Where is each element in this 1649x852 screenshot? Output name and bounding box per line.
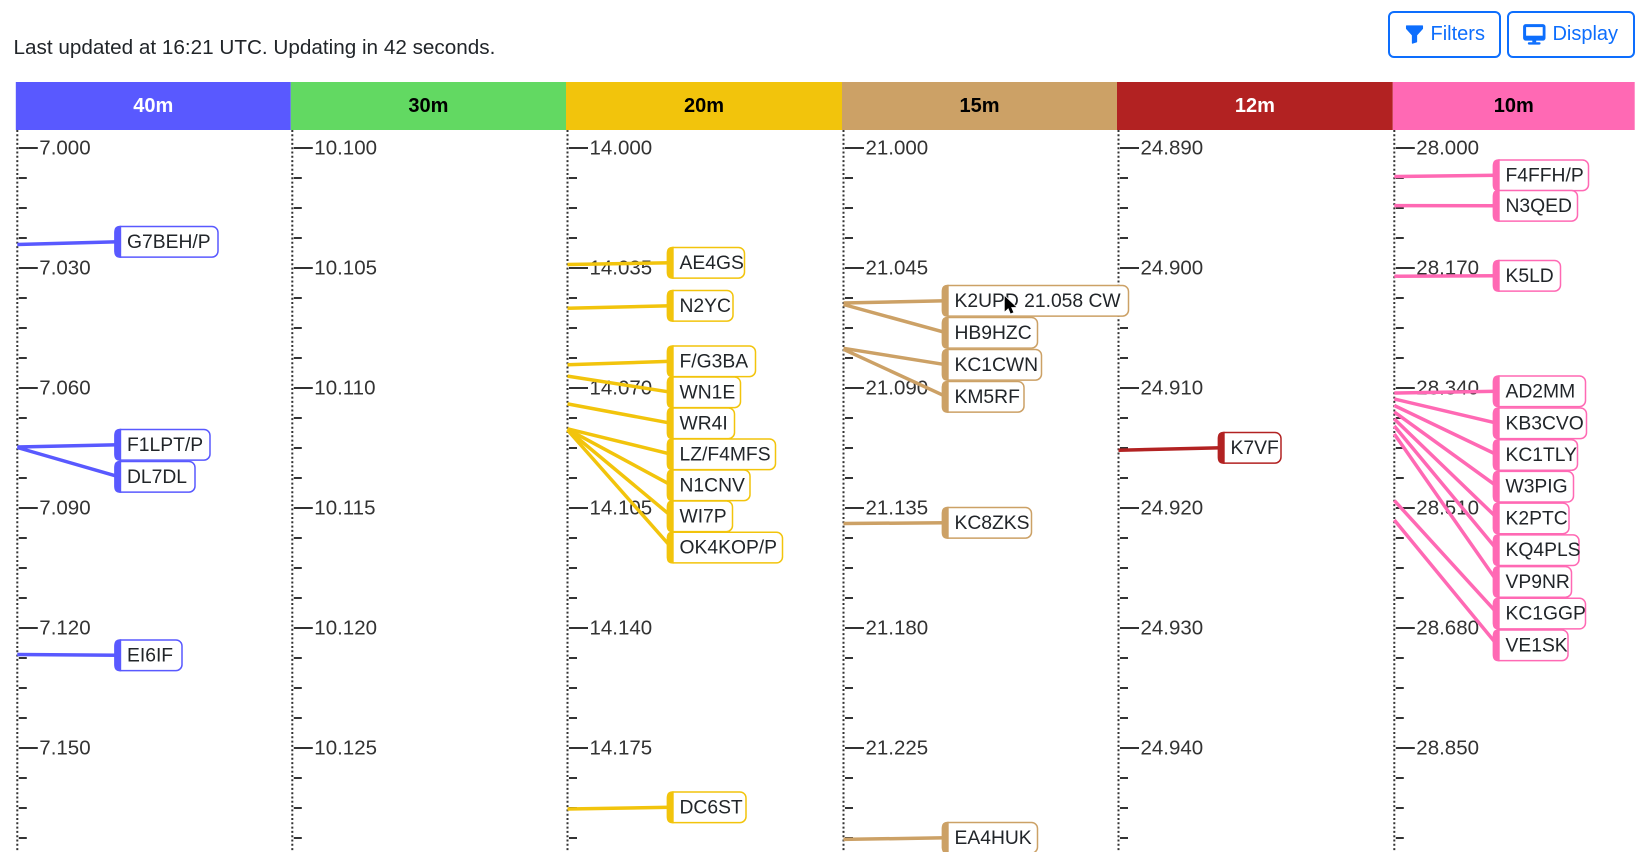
svg-text:7.030: 7.030: [39, 257, 90, 280]
svg-text:28.340: 28.340: [1416, 377, 1479, 400]
svg-text:G7BEH/P: G7BEH/P: [127, 232, 211, 253]
svg-text:10.120: 10.120: [314, 617, 377, 640]
svg-text:24.890: 24.890: [1141, 137, 1204, 160]
svg-text:F4FFH/P: F4FFH/P: [1506, 165, 1584, 186]
svg-text:7.000: 7.000: [39, 137, 90, 160]
svg-text:10m: 10m: [1494, 95, 1534, 117]
svg-text:12m: 12m: [1235, 95, 1275, 117]
svg-text:HB9HZC: HB9HZC: [955, 323, 1032, 344]
svg-text:F1LPT/P: F1LPT/P: [127, 435, 203, 456]
svg-text:21.000: 21.000: [866, 137, 929, 160]
svg-text:KC1TLY: KC1TLY: [1506, 445, 1578, 466]
svg-text:14.035: 14.035: [590, 257, 653, 280]
svg-text:21.045: 21.045: [866, 257, 929, 280]
svg-text:10.125: 10.125: [314, 737, 377, 760]
svg-text:KB3CVO: KB3CVO: [1506, 413, 1584, 434]
svg-text:21.090: 21.090: [866, 377, 929, 400]
svg-text:7.090: 7.090: [39, 497, 90, 520]
svg-text:10.100: 10.100: [314, 137, 377, 160]
svg-text:24.910: 24.910: [1141, 377, 1204, 400]
svg-text:7.060: 7.060: [39, 377, 90, 400]
svg-text:K7VF: K7VF: [1231, 438, 1279, 459]
svg-text:AE4GS: AE4GS: [680, 253, 744, 274]
svg-text:21.135: 21.135: [866, 497, 929, 520]
svg-text:40m: 40m: [133, 95, 173, 117]
svg-text:30m: 30m: [408, 95, 448, 117]
svg-text:DC6ST: DC6ST: [680, 797, 743, 818]
svg-text:N1CNV: N1CNV: [680, 475, 745, 496]
svg-text:KQ4PLS: KQ4PLS: [1506, 540, 1581, 561]
svg-text:14.175: 14.175: [590, 737, 653, 760]
svg-text:21.180: 21.180: [866, 617, 929, 640]
svg-text:DL7DL: DL7DL: [127, 467, 187, 488]
svg-text:21.225: 21.225: [866, 737, 929, 760]
svg-text:14.105: 14.105: [590, 497, 653, 520]
svg-text:15m: 15m: [959, 95, 999, 117]
svg-text:N3QED: N3QED: [1506, 196, 1572, 217]
svg-text:LZ/F4MFS: LZ/F4MFS: [680, 444, 771, 465]
svg-text:28.170: 28.170: [1416, 257, 1479, 280]
svg-text:OK4KOP/P: OK4KOP/P: [680, 538, 778, 559]
svg-text:24.930: 24.930: [1141, 617, 1204, 640]
svg-text:7.150: 7.150: [39, 737, 90, 760]
svg-text:14.140: 14.140: [590, 617, 653, 640]
svg-text:WN1E: WN1E: [680, 382, 736, 403]
svg-text:K2PTC: K2PTC: [1506, 508, 1568, 529]
svg-text:KC8ZKS: KC8ZKS: [955, 513, 1030, 534]
svg-text:EI6IF: EI6IF: [127, 645, 173, 666]
svg-text:VE1SK: VE1SK: [1506, 635, 1568, 656]
svg-text:28.680: 28.680: [1416, 617, 1479, 640]
svg-text:N2YC: N2YC: [680, 296, 732, 317]
svg-text:WR4I: WR4I: [680, 413, 728, 434]
svg-text:10.105: 10.105: [314, 257, 377, 280]
svg-text:EA4HUK: EA4HUK: [955, 828, 1032, 849]
svg-text:F/G3BA: F/G3BA: [680, 351, 749, 372]
svg-text:24.940: 24.940: [1141, 737, 1204, 760]
svg-text:28.850: 28.850: [1416, 737, 1479, 760]
svg-text:KM5RF: KM5RF: [955, 387, 1020, 408]
svg-text:K2UPD 21.058 CW: K2UPD 21.058 CW: [955, 291, 1122, 312]
svg-text:KC1CWN: KC1CWN: [955, 355, 1039, 376]
svg-text:KC1GGP: KC1GGP: [1506, 604, 1586, 625]
svg-text:24.900: 24.900: [1141, 257, 1204, 280]
svg-text:VP9NR: VP9NR: [1506, 572, 1570, 593]
svg-text:7.120: 7.120: [39, 617, 90, 640]
svg-text:24.920: 24.920: [1141, 497, 1204, 520]
svg-text:28.000: 28.000: [1416, 137, 1479, 160]
svg-text:20m: 20m: [684, 95, 724, 117]
svg-text:AD2MM: AD2MM: [1506, 381, 1576, 402]
svg-text:10.110: 10.110: [314, 377, 375, 400]
svg-text:14.000: 14.000: [590, 137, 653, 160]
svg-text:K5LD: K5LD: [1506, 266, 1554, 287]
svg-text:10.115: 10.115: [314, 497, 375, 520]
svg-text:W3PIG: W3PIG: [1506, 477, 1568, 498]
svg-text:WI7P: WI7P: [680, 506, 727, 527]
